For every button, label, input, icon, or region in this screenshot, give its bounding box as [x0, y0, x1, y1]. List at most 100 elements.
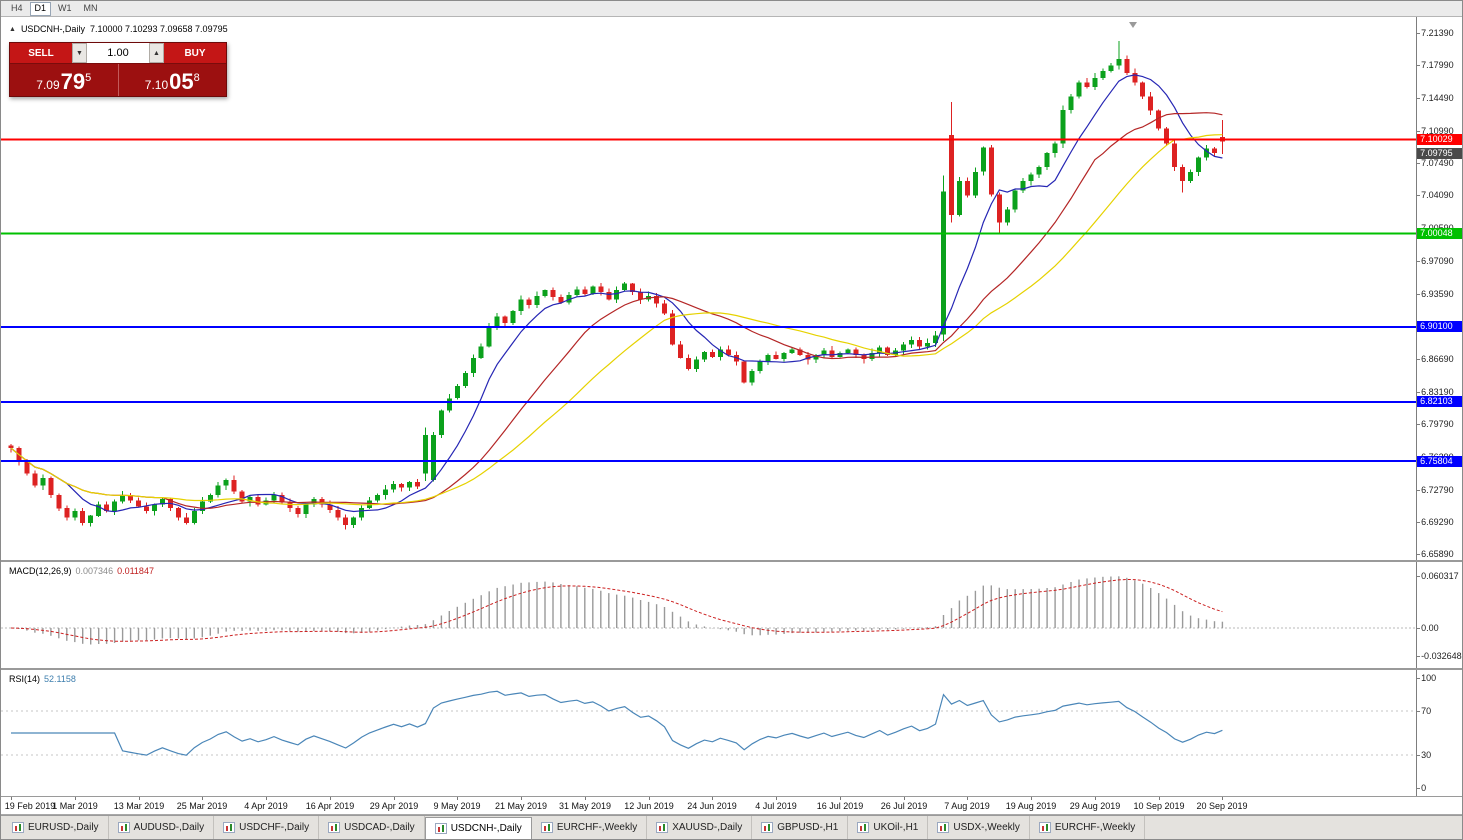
hline-price-label: 6.90100	[1417, 321, 1462, 332]
rsi-axis[interactable]: 100 70 30 0	[1416, 670, 1462, 796]
date-label: 10 Sep 2019	[1133, 801, 1185, 811]
chart-icon	[1038, 822, 1051, 833]
lot-increase-button[interactable]: ▲	[149, 43, 164, 63]
date-tick	[266, 797, 267, 800]
date-tick	[1031, 797, 1032, 800]
tab-eurusd-daily[interactable]: EURUSD-,Daily	[3, 816, 109, 839]
date-axis[interactable]: 19 Feb 2019 1 Mar 2019 13 Mar 2019 25 Mar 2…	[1, 797, 1462, 815]
tab-label: USDCHF-,Daily	[239, 822, 310, 833]
price-scale-label: 6.72790	[1417, 485, 1454, 495]
date-label: 21 May 2019	[494, 801, 548, 811]
tab-usdcad-daily[interactable]: USDCAD-,Daily	[319, 816, 425, 839]
tab-audusd-daily[interactable]: AUDUSD-,Daily	[109, 816, 215, 839]
timeframe-h4-button[interactable]: H4	[6, 2, 28, 16]
sell-button[interactable]: SELL	[10, 43, 72, 63]
price-scale-label: 6.79790	[1417, 419, 1454, 429]
date-tick	[776, 797, 777, 800]
lot-size-input[interactable]	[87, 43, 149, 63]
tab-eurchf-weekly[interactable]: EURCHF-,Weekly	[532, 816, 648, 839]
chart-icon	[857, 822, 870, 833]
tab-label: XAUUSD-,Daily	[672, 822, 743, 833]
macd-canvas[interactable]: MACD(12,26,9) 0.007346 0.011847	[1, 562, 1417, 668]
rsi-value: 52.1158	[44, 674, 76, 684]
chart-icon	[761, 822, 774, 833]
timeframe-d1-button[interactable]: D1	[29, 1, 52, 16]
price-scale-label: 7.21390	[1417, 28, 1454, 38]
hline-price-label: 7.10029	[1417, 134, 1462, 145]
tab-eurchf-weekly-2[interactable]: EURCHF-,Weekly	[1030, 816, 1146, 839]
sell-price-quote[interactable]: 7.09 79 5	[10, 64, 119, 96]
macd-indicator-pane: MACD(12,26,9) 0.007346 0.011847 0.060317 0.…	[1, 562, 1462, 670]
sell-price-pips: 79	[60, 69, 86, 94]
price-scale-label: 7.14490	[1417, 93, 1454, 103]
date-label: 1 Mar 2019	[52, 801, 98, 811]
rsi-scale-label: 30	[1417, 750, 1432, 760]
chart-icon	[937, 822, 950, 833]
symbol-timeframe-label: USDCNH-,Daily	[20, 24, 85, 34]
macd-label: MACD(12,26,9) 0.007346 0.011847	[9, 566, 154, 576]
date-tick	[139, 797, 140, 800]
price-scale-label: 6.65890	[1417, 549, 1454, 559]
tab-xauusd-daily[interactable]: XAUUSD-,Daily	[647, 816, 753, 839]
tab-usdx-weekly[interactable]: USDX-,Weekly	[928, 816, 1030, 839]
timeframe-mn-button[interactable]: MN	[79, 2, 103, 16]
tab-usdchf-daily[interactable]: USDCHF-,Daily	[214, 816, 320, 839]
collapse-triangle-icon[interactable]: ▲	[9, 25, 16, 33]
price-chart-canvas[interactable]: ▲ USDCNH-,Daily 7.10000 7.10293 7.09658 …	[1, 17, 1417, 560]
rsi-indicator-pane: RSI(14) 52.1158 100 70 30 0	[1, 670, 1462, 797]
date-label: 9 May 2019	[433, 801, 481, 811]
tab-label: UKOil-,H1	[873, 822, 919, 833]
price-axis[interactable]: 7.21390 7.17990 7.14490 7.10990 7.07490 7.040…	[1416, 17, 1462, 560]
tab-label: EURUSD-,Daily	[28, 822, 99, 833]
tab-label: EURCHF-,Weekly	[556, 822, 638, 833]
date-tick	[585, 797, 586, 800]
price-scale-label: 6.69290	[1417, 517, 1454, 527]
price-scale-label: 7.04090	[1417, 190, 1454, 200]
lot-decrease-button[interactable]: ▼	[72, 43, 87, 63]
date-tick	[457, 797, 458, 800]
date-label: 7 Aug 2019	[944, 801, 990, 811]
macd-scale-label: 0.060317	[1417, 571, 1459, 581]
macd-main-value: 0.007346	[75, 566, 114, 576]
price-chart-pane: ▲ USDCNH-,Daily 7.10000 7.10293 7.09658 …	[1, 17, 1462, 562]
price-scale-label: 6.83190	[1417, 387, 1454, 397]
buy-price-pips: 05	[169, 69, 194, 94]
sell-price-point: 5	[85, 72, 92, 84]
timeframe-w1-button[interactable]: W1	[53, 2, 77, 16]
rsi-canvas[interactable]: RSI(14) 52.1158	[1, 670, 1417, 796]
date-tick	[521, 797, 522, 800]
tab-gbpusd-h1[interactable]: GBPUSD-,H1	[752, 816, 849, 839]
date-label: 4 Apr 2019	[244, 801, 288, 811]
date-tick	[394, 797, 395, 800]
date-tick	[649, 797, 650, 800]
date-tick	[1222, 797, 1223, 800]
tab-label: USDX-,Weekly	[953, 822, 1020, 833]
hline-price-label: 6.82103	[1417, 396, 1462, 407]
buy-price-main: 7.10	[144, 78, 169, 92]
candlestick-chart[interactable]	[1, 17, 1417, 560]
buy-button[interactable]: BUY	[164, 43, 226, 63]
price-scale-label: 6.93590	[1417, 289, 1454, 299]
price-scale-label: 6.86690	[1417, 354, 1454, 364]
current-price-label: 7.09795	[1417, 148, 1462, 159]
chart-shift-marker-icon[interactable]	[1129, 22, 1137, 28]
date-label: 16 Jul 2019	[816, 801, 864, 811]
date-label: 19 Aug 2019	[1005, 801, 1057, 811]
date-tick	[330, 797, 331, 800]
date-tick	[1095, 797, 1096, 800]
rsi-chart	[1, 690, 1417, 756]
date-label: 13 Mar 2019	[113, 801, 165, 811]
date-tick	[712, 797, 713, 800]
macd-chart	[1, 576, 1417, 645]
buy-price-quote[interactable]: 7.10 05 8	[119, 64, 227, 96]
date-label: 31 May 2019	[558, 801, 612, 811]
hline-price-label: 6.75804	[1417, 456, 1462, 467]
tab-ukoil-h1[interactable]: UKOil-,H1	[848, 816, 929, 839]
buy-price-point: 8	[193, 72, 200, 84]
tab-label: AUDUSD-,Daily	[133, 822, 205, 833]
chart-icon	[223, 822, 236, 833]
macd-axis[interactable]: 0.060317 0.00 -0.032648	[1416, 562, 1462, 668]
tab-usdcnh-daily[interactable]: USDCNH-,Daily	[424, 817, 532, 839]
rsi-scale-label: 0	[1417, 783, 1427, 793]
